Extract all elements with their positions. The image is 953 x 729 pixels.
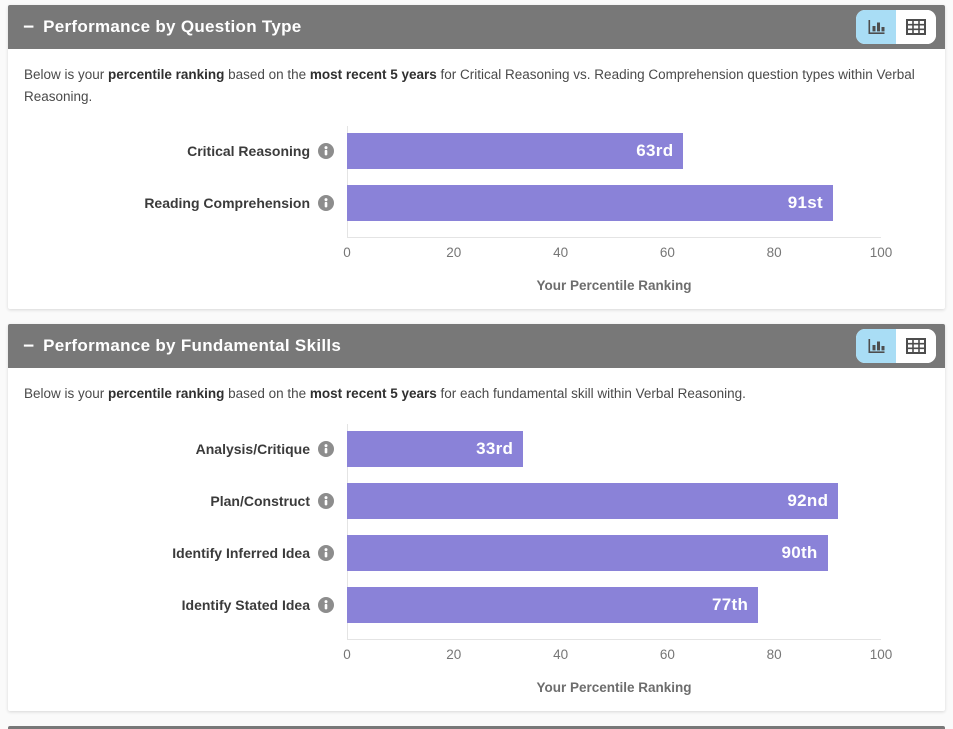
panel-header-question-type[interactable]: − Performance by Question Type [8,5,945,49]
panel-body: Below is your percentile ranking based o… [8,368,945,711]
percentile-bar: 92nd [347,482,839,519]
bar-track: 63rd [347,133,881,170]
bar-value-label: 63rd [636,141,674,161]
chart-category-cell: Analysis/Critique [24,431,347,467]
x-axis-line [347,638,881,640]
percentile-bar: 33rd [347,430,524,467]
bar-chart-icon [867,19,886,36]
chart-plot-area: Analysis/Critique 33rd Plan/Construct 92nd I… [24,423,881,639]
percentile-bar: 90th [347,534,828,571]
bar-chart-icon [867,338,886,355]
panel-body: Below is your percentile ranking based o… [8,49,945,309]
table-view-button[interactable] [896,10,936,44]
collapse-minus-icon[interactable]: − [23,16,35,38]
chart-category-label: Identify Stated Idea [181,596,310,613]
x-axis-title: Your Percentile Ranking [536,679,692,695]
x-axis-tick: 100 [869,245,893,261]
chart-row: Critical Reasoning 63rd [24,133,881,185]
bar-value-label: 92nd [787,490,829,510]
bar-value-label: 91st [787,193,823,213]
panel-title: Performance by Question Type [43,17,302,36]
percentile-bar: 77th [347,586,759,623]
chart-category-cell: Identify Inferred Idea [24,535,347,571]
info-icon[interactable] [318,596,334,613]
bar-track: 92nd [347,482,881,519]
bar-value-label: 77th [712,594,749,614]
bar-track: 33rd [347,430,881,467]
x-axis-tick: 80 [766,646,782,662]
chart-row: Plan/Construct 92nd [24,482,881,535]
bar-value-label: 90th [781,542,818,562]
x-axis-tick: 100 [869,646,893,662]
x-axis-ticks: 0 20 40 60 80 100 [343,238,892,264]
chart-category-cell: Reading Comprehension [24,185,347,221]
chart-category-cell: Identify Stated Idea [24,587,347,623]
chart-category-label: Critical Reasoning [187,143,310,160]
x-axis-tick: 0 [343,245,351,261]
panel-question-type: − Performance by Question Type [8,5,945,310]
x-axis-ticks: 0 20 40 60 80 100 [343,640,892,666]
chart-row: Reading Comprehension 91st [24,185,881,237]
chart-category-label: Plan/Construct [210,492,310,509]
panel-fundamental-skills: − Performance by Fundamental Skills [8,324,945,711]
panel-header-partial[interactable] [8,725,945,729]
bar-track: 77th [347,586,881,623]
collapse-minus-icon[interactable]: − [23,335,35,357]
info-icon[interactable] [318,440,334,457]
x-axis-tick: 40 [553,646,569,662]
x-axis-tick: 60 [659,646,675,662]
x-axis-line [347,237,881,239]
chart-row: Identify Inferred Idea 90th [24,534,881,587]
chart-view-button[interactable] [856,10,896,44]
table-icon [906,19,926,35]
chart-category-label: Identify Inferred Idea [172,544,310,561]
info-icon[interactable] [318,492,334,509]
view-toggle-group [856,10,936,44]
percentile-bar-chart: Analysis/Critique 33rd Plan/Construct 92nd I… [24,423,929,695]
info-icon[interactable] [318,544,334,561]
bar-value-label: 33rd [476,438,514,458]
percentile-bar: 63rd [347,133,684,170]
bar-track: 90th [347,534,881,571]
x-axis-tick: 40 [553,245,569,261]
chart-category-label: Reading Comprehension [144,195,310,212]
percentile-bar-chart: Critical Reasoning 63rd Reading Comprehens… [24,126,929,294]
chart-category-cell: Plan/Construct [24,483,347,519]
info-icon[interactable] [318,195,334,212]
x-axis-tick: 60 [659,245,675,261]
panel-header-fundamental-skills[interactable]: − Performance by Fundamental Skills [8,324,945,369]
table-icon [906,338,926,355]
chart-category-cell: Critical Reasoning [24,133,347,169]
panel-title: Performance by Fundamental Skills [43,336,342,356]
x-axis-title: Your Percentile Ranking [536,278,692,294]
x-axis-tick: 0 [343,646,351,662]
bar-track: 91st [347,185,881,222]
info-icon[interactable] [318,143,334,160]
chart-plot-area: Critical Reasoning 63rd Reading Comprehens… [24,126,881,238]
x-axis-tick: 20 [446,245,462,261]
chart-row: Identify Stated Idea 77th [24,586,881,639]
chart-category-label: Analysis/Critique [195,440,310,457]
chart-view-button[interactable] [856,329,896,364]
view-toggle-group [856,329,936,364]
panel-description: Below is your percentile ranking based o… [24,67,915,104]
panel-description: Below is your percentile ranking based o… [24,386,746,402]
x-axis-tick: 20 [446,646,462,662]
table-view-button[interactable] [896,329,936,364]
percentile-bar: 91st [347,185,833,222]
chart-row: Analysis/Critique 33rd [24,430,881,483]
x-axis-tick: 80 [766,245,782,261]
